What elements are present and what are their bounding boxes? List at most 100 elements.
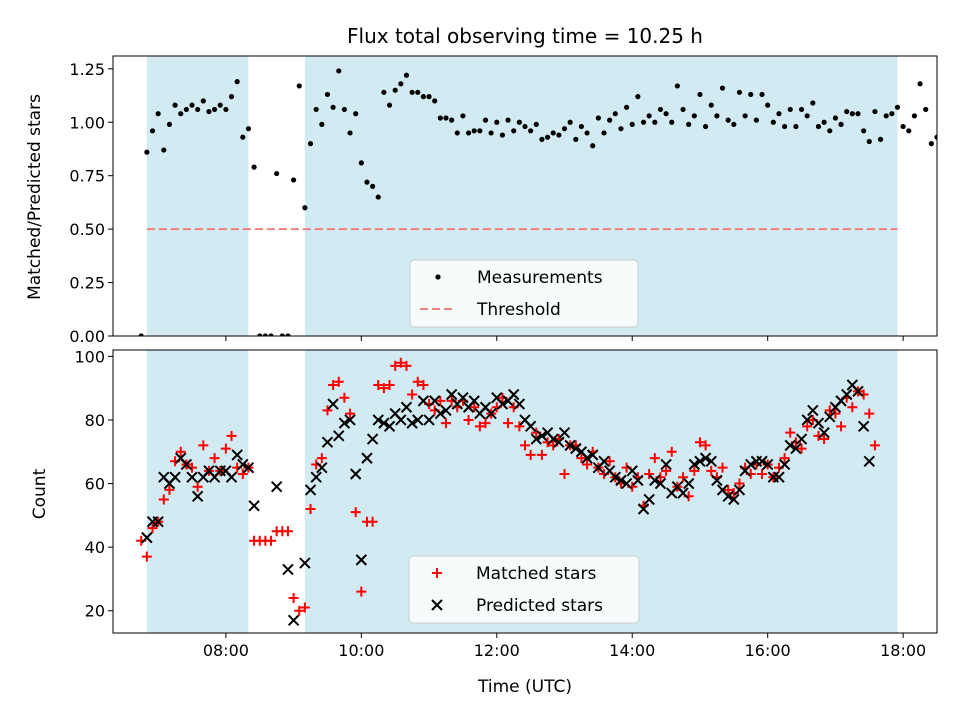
measurement-point [505,117,511,123]
matched-star-point [785,427,796,438]
measurement-point [686,121,692,127]
measurement-point [336,68,342,74]
measurement-point [640,119,647,125]
matched-star-point [299,602,310,613]
measurement-point [934,134,937,140]
matched-star-point [469,402,480,413]
measurement-point [511,128,517,134]
matched-star-point [734,478,745,489]
predicted-star-point [609,471,622,483]
matched-star-point [333,376,344,387]
legend-marker [432,568,442,578]
legend-label: Matched stars [476,564,596,584]
measurement-point [674,83,680,89]
measurement-point [319,121,325,127]
measurement-point [782,123,788,130]
measurement-point [245,126,252,132]
measurement-point [573,136,579,142]
matched-star-point [220,443,231,454]
measurement-point [550,130,556,136]
matched-star-point [525,449,536,460]
x-tick-label: 16:00 [745,641,791,660]
measurement-point [528,128,534,134]
predicted-star-point [191,490,204,502]
measurement-point [426,94,432,100]
predicted-star-point [598,455,610,467]
measurement-point [844,108,850,115]
matched-star-point [373,379,384,390]
predicted-star-point [270,481,283,493]
measurement-point [178,111,184,117]
matched-star-point [440,418,451,429]
predicted-star-point [440,404,452,417]
measurement-point [353,111,359,117]
predicted-star-point [445,388,458,401]
matched-star-point [779,453,790,464]
predicted-star-point [824,411,836,423]
measurement-point [719,85,726,91]
plot-frame [112,55,938,337]
measurement-point [522,123,528,130]
measurement-point [635,94,641,100]
measurement-point [138,333,144,336]
measurement-point [172,102,178,108]
measurement-point [849,111,855,117]
measurement-point [798,106,805,113]
matched-star-point [198,440,209,451]
matched-star-point [294,605,305,616]
measurement-point [759,91,765,98]
measurement-point [211,106,218,113]
measurement-point [601,130,607,136]
matched-star-point [700,440,711,451]
matched-star-point [661,465,672,476]
legend-marker [431,599,443,611]
x-tick-label: 18:00 [880,641,926,660]
measurement-point [590,143,596,149]
legend-top: Measurements Threshold [409,259,639,328]
matched-star-point [226,430,237,441]
predicted-star-point [361,452,373,464]
measurement-point [889,111,895,117]
predicted-star-point [417,395,430,407]
measurement-point [262,333,268,336]
measurement-point [403,72,410,78]
matched-star-point [356,586,367,597]
measurement-point [877,136,884,142]
measurement-point [415,89,421,95]
predicted-star-point [180,458,193,471]
matched-star-point [237,469,248,480]
legend-label: Threshold [476,300,561,320]
matched-star-point [520,440,530,451]
measurement-point [595,115,601,121]
predicted-star-point [807,404,819,417]
predicted-star-point [248,500,260,512]
measurement-point [296,83,302,89]
measurement-point [223,106,229,113]
predicted-star-point [773,471,785,483]
measurement-point [375,194,381,200]
predicted-star-point [378,417,390,429]
measurement-point [313,106,319,113]
matched-star-point [158,494,169,505]
predicted-star-point [705,455,717,467]
measurement-point [437,115,443,121]
predicted-star-point [287,614,300,626]
y-axis-label-bottom: Count [30,468,50,519]
predicted-star-point [327,398,339,410]
predicted-star-point [428,395,441,407]
measurement-point [923,106,929,113]
matched-star-point [367,516,378,527]
x-tick-label: 10:00 [338,641,384,660]
predicted-star-point [152,516,164,528]
matched-star-point [345,408,356,419]
y-tick-label: 80 [85,411,105,430]
predicted-star-point [530,433,542,445]
measurement-point [330,104,336,110]
matched-star-point [717,462,728,473]
measurement-point [398,81,404,87]
matched-star-point [395,357,406,368]
measurement-point [793,123,799,130]
predicted-star-point [485,407,497,420]
predicted-star-point [564,439,576,452]
measurement-point [607,117,613,123]
